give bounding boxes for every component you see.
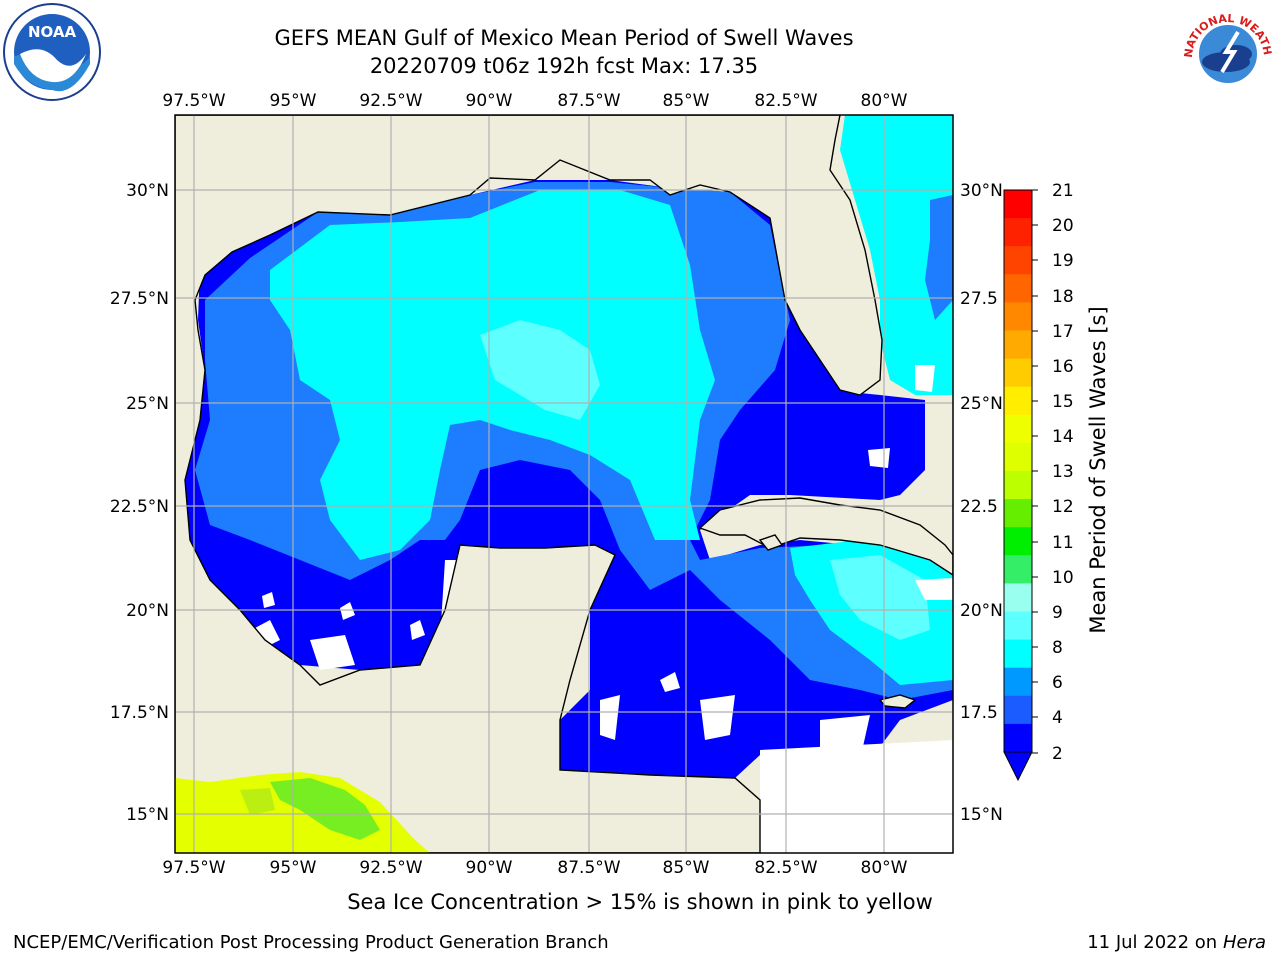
lon-labels-bottom: 97.5°W 95°W 92.5°W 90°W 87.5°W 85°W 82.5… bbox=[162, 858, 907, 878]
lat-label: 20°N bbox=[960, 601, 1003, 621]
map-plot-area bbox=[175, 115, 953, 853]
sea-ice-note: Sea Ice Concentration > 15% is shown in … bbox=[347, 890, 933, 914]
lat-label: 25°N bbox=[960, 394, 1003, 414]
footer-host: Hera bbox=[1222, 932, 1266, 953]
chart-title: GEFS MEAN Gulf of Mexico Mean Period of … bbox=[274, 26, 854, 50]
colorbar-ticks: 21 20 19 18 17 16 15 14 13 12 11 10 9 8 … bbox=[1052, 181, 1074, 764]
caribbean-light-patch bbox=[830, 555, 930, 640]
colorbar-segment bbox=[1004, 274, 1032, 303]
lon-label: 80°W bbox=[861, 858, 908, 878]
colorbar-tick-label: 19 bbox=[1052, 251, 1074, 271]
noaa-logo: NOAA bbox=[3, 3, 101, 101]
lon-label: 92.5°W bbox=[359, 91, 422, 111]
lon-labels-top: 97.5°W 95°W 92.5°W 90°W 87.5°W 85°W 82.5… bbox=[162, 91, 907, 111]
lat-label: 25°N bbox=[126, 394, 169, 414]
land-isle-of-youth bbox=[758, 534, 784, 551]
colorbar-segment bbox=[1004, 667, 1032, 697]
colorbar-segment bbox=[1004, 442, 1032, 472]
lat-label: 20°N bbox=[126, 601, 169, 621]
lon-label: 95°W bbox=[270, 91, 317, 111]
colorbar-segment bbox=[1004, 302, 1032, 331]
lat-label: 22.5 bbox=[960, 497, 998, 517]
colorbar-segment bbox=[1004, 583, 1032, 612]
lat-label: 17.5°N bbox=[110, 703, 169, 723]
colorbar-tick-label: 20 bbox=[1052, 216, 1074, 236]
noaa-logo-text: NOAA bbox=[28, 23, 77, 41]
lat-label: 15°N bbox=[960, 805, 1003, 825]
atlantic-mid-region bbox=[925, 195, 953, 320]
colorbar-tick-label: 6 bbox=[1052, 673, 1063, 693]
colorbar-tick-label: 14 bbox=[1052, 427, 1074, 447]
lat-labels-left: 30°N 27.5°N 25°N 22.5°N 20°N 17.5°N 15°N bbox=[110, 181, 169, 825]
lat-label: 15°N bbox=[126, 805, 169, 825]
colorbar-segment bbox=[1004, 218, 1032, 247]
lat-label: 30°N bbox=[126, 181, 169, 201]
colorbar-segment bbox=[1004, 611, 1032, 641]
colorbar bbox=[1003, 189, 1038, 782]
map-frame bbox=[174, 114, 954, 854]
colorbar-segment bbox=[1004, 499, 1032, 528]
lon-label: 85°W bbox=[663, 91, 710, 111]
lat-label: 27.5°N bbox=[110, 289, 169, 309]
lon-label: 82.5°W bbox=[754, 91, 817, 111]
colorbar-extend-arrow bbox=[1003, 751, 1033, 782]
lon-label: 82.5°W bbox=[754, 858, 817, 878]
lon-label: 80°W bbox=[861, 91, 908, 111]
lat-label: 17.5 bbox=[960, 703, 998, 723]
colorbar-tick-label: 17 bbox=[1052, 322, 1074, 342]
colorbar-segment bbox=[1004, 190, 1032, 219]
footer-credit: NCEP/EMC/Verification Post Processing Pr… bbox=[13, 932, 609, 953]
lon-label: 97.5°W bbox=[162, 858, 225, 878]
colorbar-tick-label: 10 bbox=[1052, 568, 1074, 588]
colorbar-tick-label: 12 bbox=[1052, 497, 1074, 517]
colorbar-segment bbox=[1004, 723, 1032, 753]
colorbar-segment bbox=[1004, 358, 1032, 388]
colorbar-segment bbox=[1004, 695, 1032, 725]
colorbar-tick-label: 8 bbox=[1052, 638, 1063, 658]
colorbar-tick-label: 9 bbox=[1052, 603, 1063, 623]
colorbar-segment bbox=[1004, 246, 1032, 275]
lat-label: 27.5 bbox=[960, 289, 998, 309]
lon-label: 92.5°W bbox=[359, 858, 422, 878]
lon-label: 87.5°W bbox=[557, 91, 620, 111]
lon-label: 87.5°W bbox=[557, 858, 620, 878]
colorbar-segment bbox=[1004, 555, 1032, 584]
colorbar-segment bbox=[1004, 527, 1032, 556]
lat-labels-right: 30°N 27.5 25°N 22.5 20°N 17.5 15°N bbox=[960, 181, 1003, 825]
colorbar-label: Mean Period of Swell Waves [s] bbox=[1086, 306, 1110, 633]
lon-label: 97.5°W bbox=[162, 91, 225, 111]
footer-date: 11 Jul 2022 on Hera bbox=[1087, 932, 1266, 953]
colorbar-tick-label: 2 bbox=[1052, 744, 1063, 764]
gulf-cyan-region bbox=[270, 190, 715, 560]
lon-label: 95°W bbox=[270, 858, 317, 878]
colorbar-tick-label: 15 bbox=[1052, 392, 1074, 412]
map-grid bbox=[175, 115, 953, 853]
colorbar-segment bbox=[1004, 471, 1032, 500]
colorbar-tick-label: 4 bbox=[1052, 708, 1063, 728]
gulf-light-cyan-patch bbox=[480, 320, 600, 420]
no-data-holes bbox=[255, 365, 953, 853]
colorbar-tick-label: 18 bbox=[1052, 287, 1074, 307]
lon-label: 85°W bbox=[663, 858, 710, 878]
lon-label: 90°W bbox=[466, 858, 513, 878]
colorbar-tick-label: 21 bbox=[1052, 181, 1074, 201]
footer-date-text: 11 Jul 2022 on bbox=[1087, 932, 1223, 953]
colorbar-segment bbox=[1004, 639, 1032, 669]
sea-ice-green bbox=[270, 778, 380, 840]
lat-label: 30°N bbox=[960, 181, 1003, 201]
colorbar-tick-label: 13 bbox=[1052, 462, 1074, 482]
nws-logo: NATIONAL WEATHER SERVICE bbox=[1178, 2, 1276, 100]
colorbar-tick-label: 11 bbox=[1052, 533, 1074, 553]
colorbar-segment bbox=[1004, 386, 1032, 416]
colorbar-segment bbox=[1004, 414, 1032, 444]
colorbar-segment bbox=[1004, 330, 1032, 360]
sea-ice-light-green bbox=[240, 788, 275, 815]
colorbar-tick-label: 16 bbox=[1052, 357, 1074, 377]
lat-label: 22.5°N bbox=[110, 497, 169, 517]
chart-subtitle: 20220709 t06z 192h fcst Max: 17.35 bbox=[369, 54, 759, 78]
lon-label: 90°W bbox=[466, 91, 513, 111]
atlantic-cyan-region bbox=[840, 115, 953, 395]
